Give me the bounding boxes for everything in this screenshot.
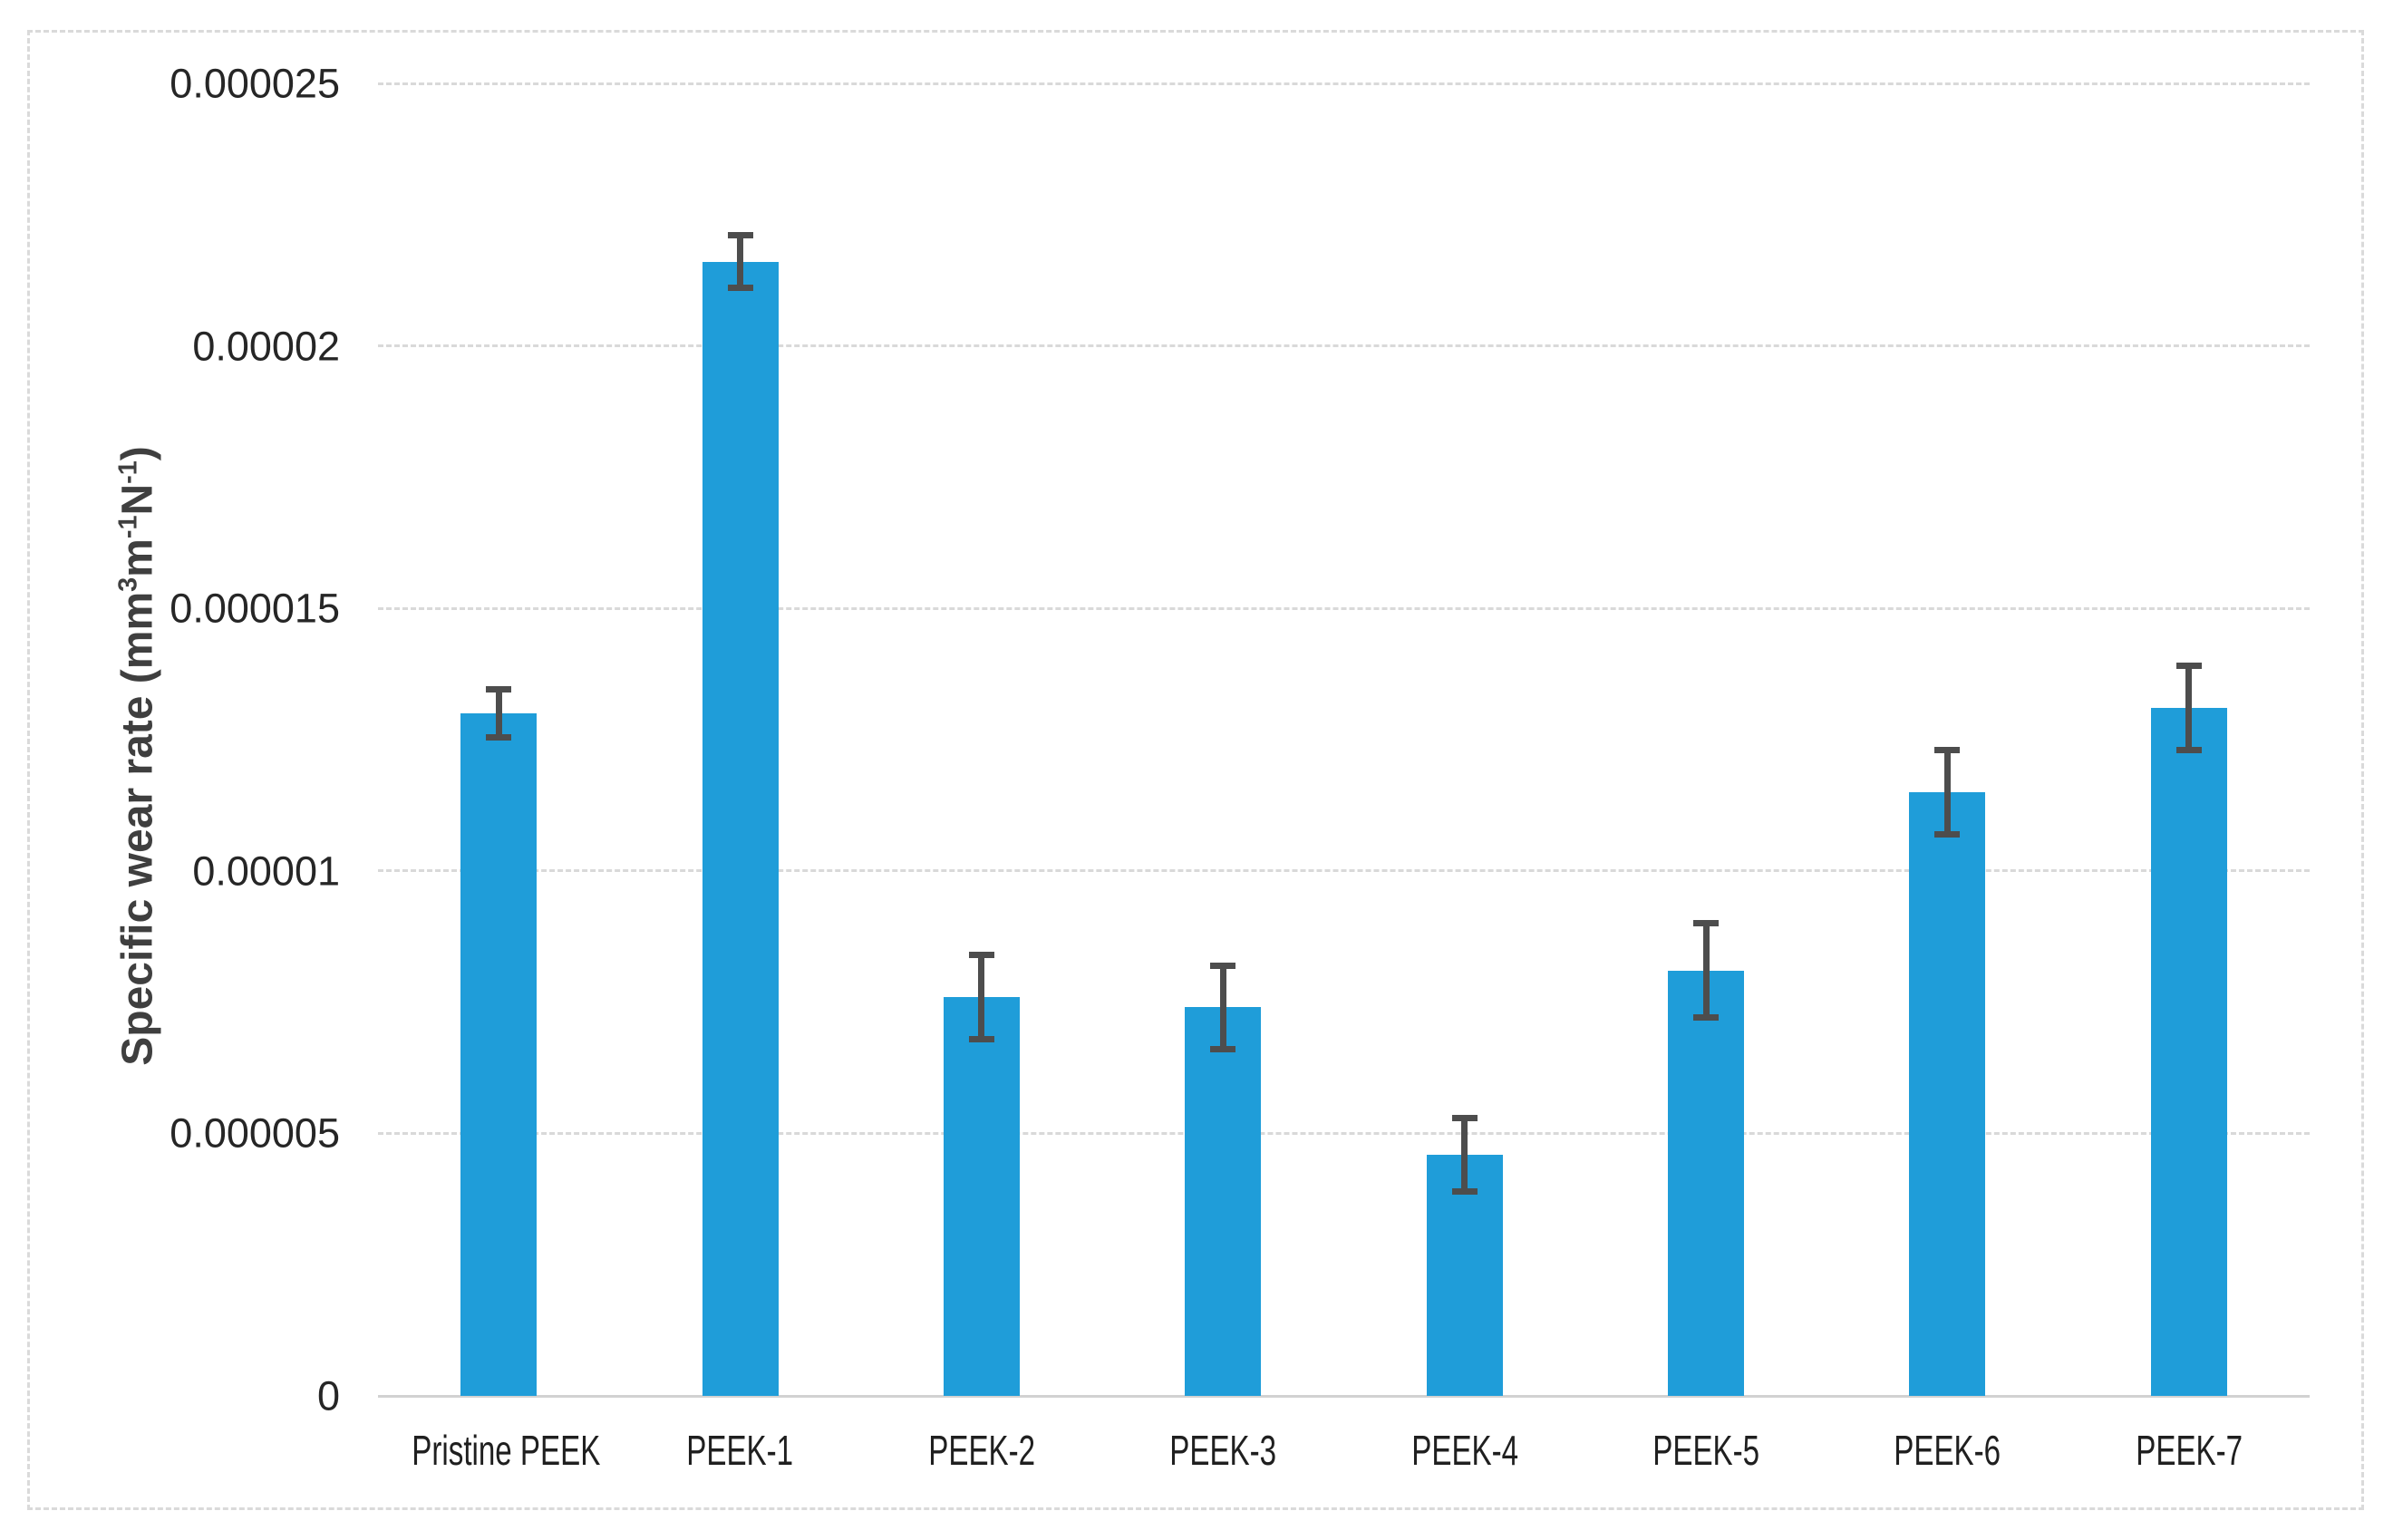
error-bar-cap-top-peek-4 — [1451, 1114, 1478, 1121]
error-bar-peek-7 — [2185, 665, 2193, 751]
x-axis-label-peek-2: PEEK-2 — [928, 1427, 1035, 1474]
error-bar-peek-3 — [1219, 965, 1226, 1050]
bar-peek-3 — [1185, 1007, 1262, 1396]
y-axis-title-text: N — [113, 483, 162, 516]
y-tick-label: 0.000015 — [170, 585, 340, 632]
error-bar-cap-bottom-peek-3 — [1210, 1046, 1236, 1053]
error-bar-cap-top-peek-2 — [968, 951, 994, 958]
y-tick-label: 0.00002 — [192, 323, 340, 370]
error-bar-peek-2 — [978, 954, 985, 1040]
bar-pristine-peek — [460, 713, 538, 1396]
y-tick-label: 0 — [316, 1372, 340, 1419]
error-bar-pristine-peek — [495, 689, 502, 738]
y-tick-label: 0.00001 — [192, 847, 340, 895]
y-tick-label: 0.000005 — [170, 1109, 340, 1157]
gridline — [378, 606, 2310, 610]
error-bar-cap-top-peek-3 — [1210, 962, 1236, 969]
error-bar-cap-top-peek-1 — [727, 232, 753, 239]
gridline — [378, 869, 2310, 873]
bar-peek-5 — [1668, 970, 1745, 1396]
y-axis-title-text: ) — [113, 446, 162, 461]
x-axis-label-peek-7: PEEK-7 — [2135, 1427, 2243, 1474]
y-tick-label: 0.000025 — [170, 60, 340, 107]
bar-peek-7 — [2150, 708, 2227, 1396]
gridline — [378, 344, 2310, 348]
x-axis-line — [378, 1394, 2310, 1398]
x-axis-label-peek-6: PEEK-6 — [1894, 1427, 2001, 1474]
error-bar-cap-top-peek-7 — [2175, 663, 2202, 670]
bar-peek-2 — [943, 996, 1020, 1396]
error-bar-cap-bottom-peek-1 — [727, 285, 753, 292]
error-bar-cap-top-peek-6 — [1934, 747, 1961, 754]
bar-peek-4 — [1426, 1154, 1503, 1396]
error-bar-cap-bottom-peek-7 — [2175, 747, 2202, 754]
y-axis-title-superscript: -1 — [113, 515, 143, 539]
bar-peek-1 — [702, 261, 779, 1396]
bar-peek-6 — [1909, 791, 1986, 1396]
error-bar-cap-top-pristine-peek — [486, 686, 512, 693]
y-axis-title-text: m — [113, 538, 162, 577]
error-bar-cap-bottom-peek-5 — [1693, 1014, 1720, 1022]
y-axis-title: Specific wear rate (mm3m-1N-1) — [113, 446, 162, 1066]
error-bar-peek-1 — [737, 235, 744, 288]
error-bar-cap-bottom-peek-6 — [1934, 830, 1961, 838]
error-bar-peek-6 — [1943, 750, 1951, 835]
y-axis-title-text: Specific wear rate (mm — [113, 591, 162, 1066]
error-bar-cap-bottom-peek-4 — [1451, 1187, 1478, 1195]
chart-outer-border — [27, 30, 2364, 1510]
error-bar-cap-top-peek-5 — [1693, 920, 1720, 927]
error-bar-peek-4 — [1461, 1118, 1468, 1192]
x-axis-label-peek-1: PEEK-1 — [686, 1427, 794, 1474]
x-axis-label-peek-3: PEEK-3 — [1169, 1427, 1277, 1474]
error-bar-peek-5 — [1702, 923, 1710, 1018]
error-bar-cap-bottom-peek-2 — [968, 1035, 994, 1042]
gridline — [378, 82, 2310, 85]
error-bar-cap-bottom-pristine-peek — [486, 733, 512, 741]
x-axis-label-peek-5: PEEK-5 — [1652, 1427, 1759, 1474]
x-axis-label-peek-4: PEEK-4 — [1410, 1427, 1518, 1474]
y-axis-title-superscript: -1 — [113, 460, 143, 484]
x-axis-label-pristine-peek: Pristine PEEK — [412, 1427, 601, 1474]
gridline — [378, 1131, 2310, 1135]
